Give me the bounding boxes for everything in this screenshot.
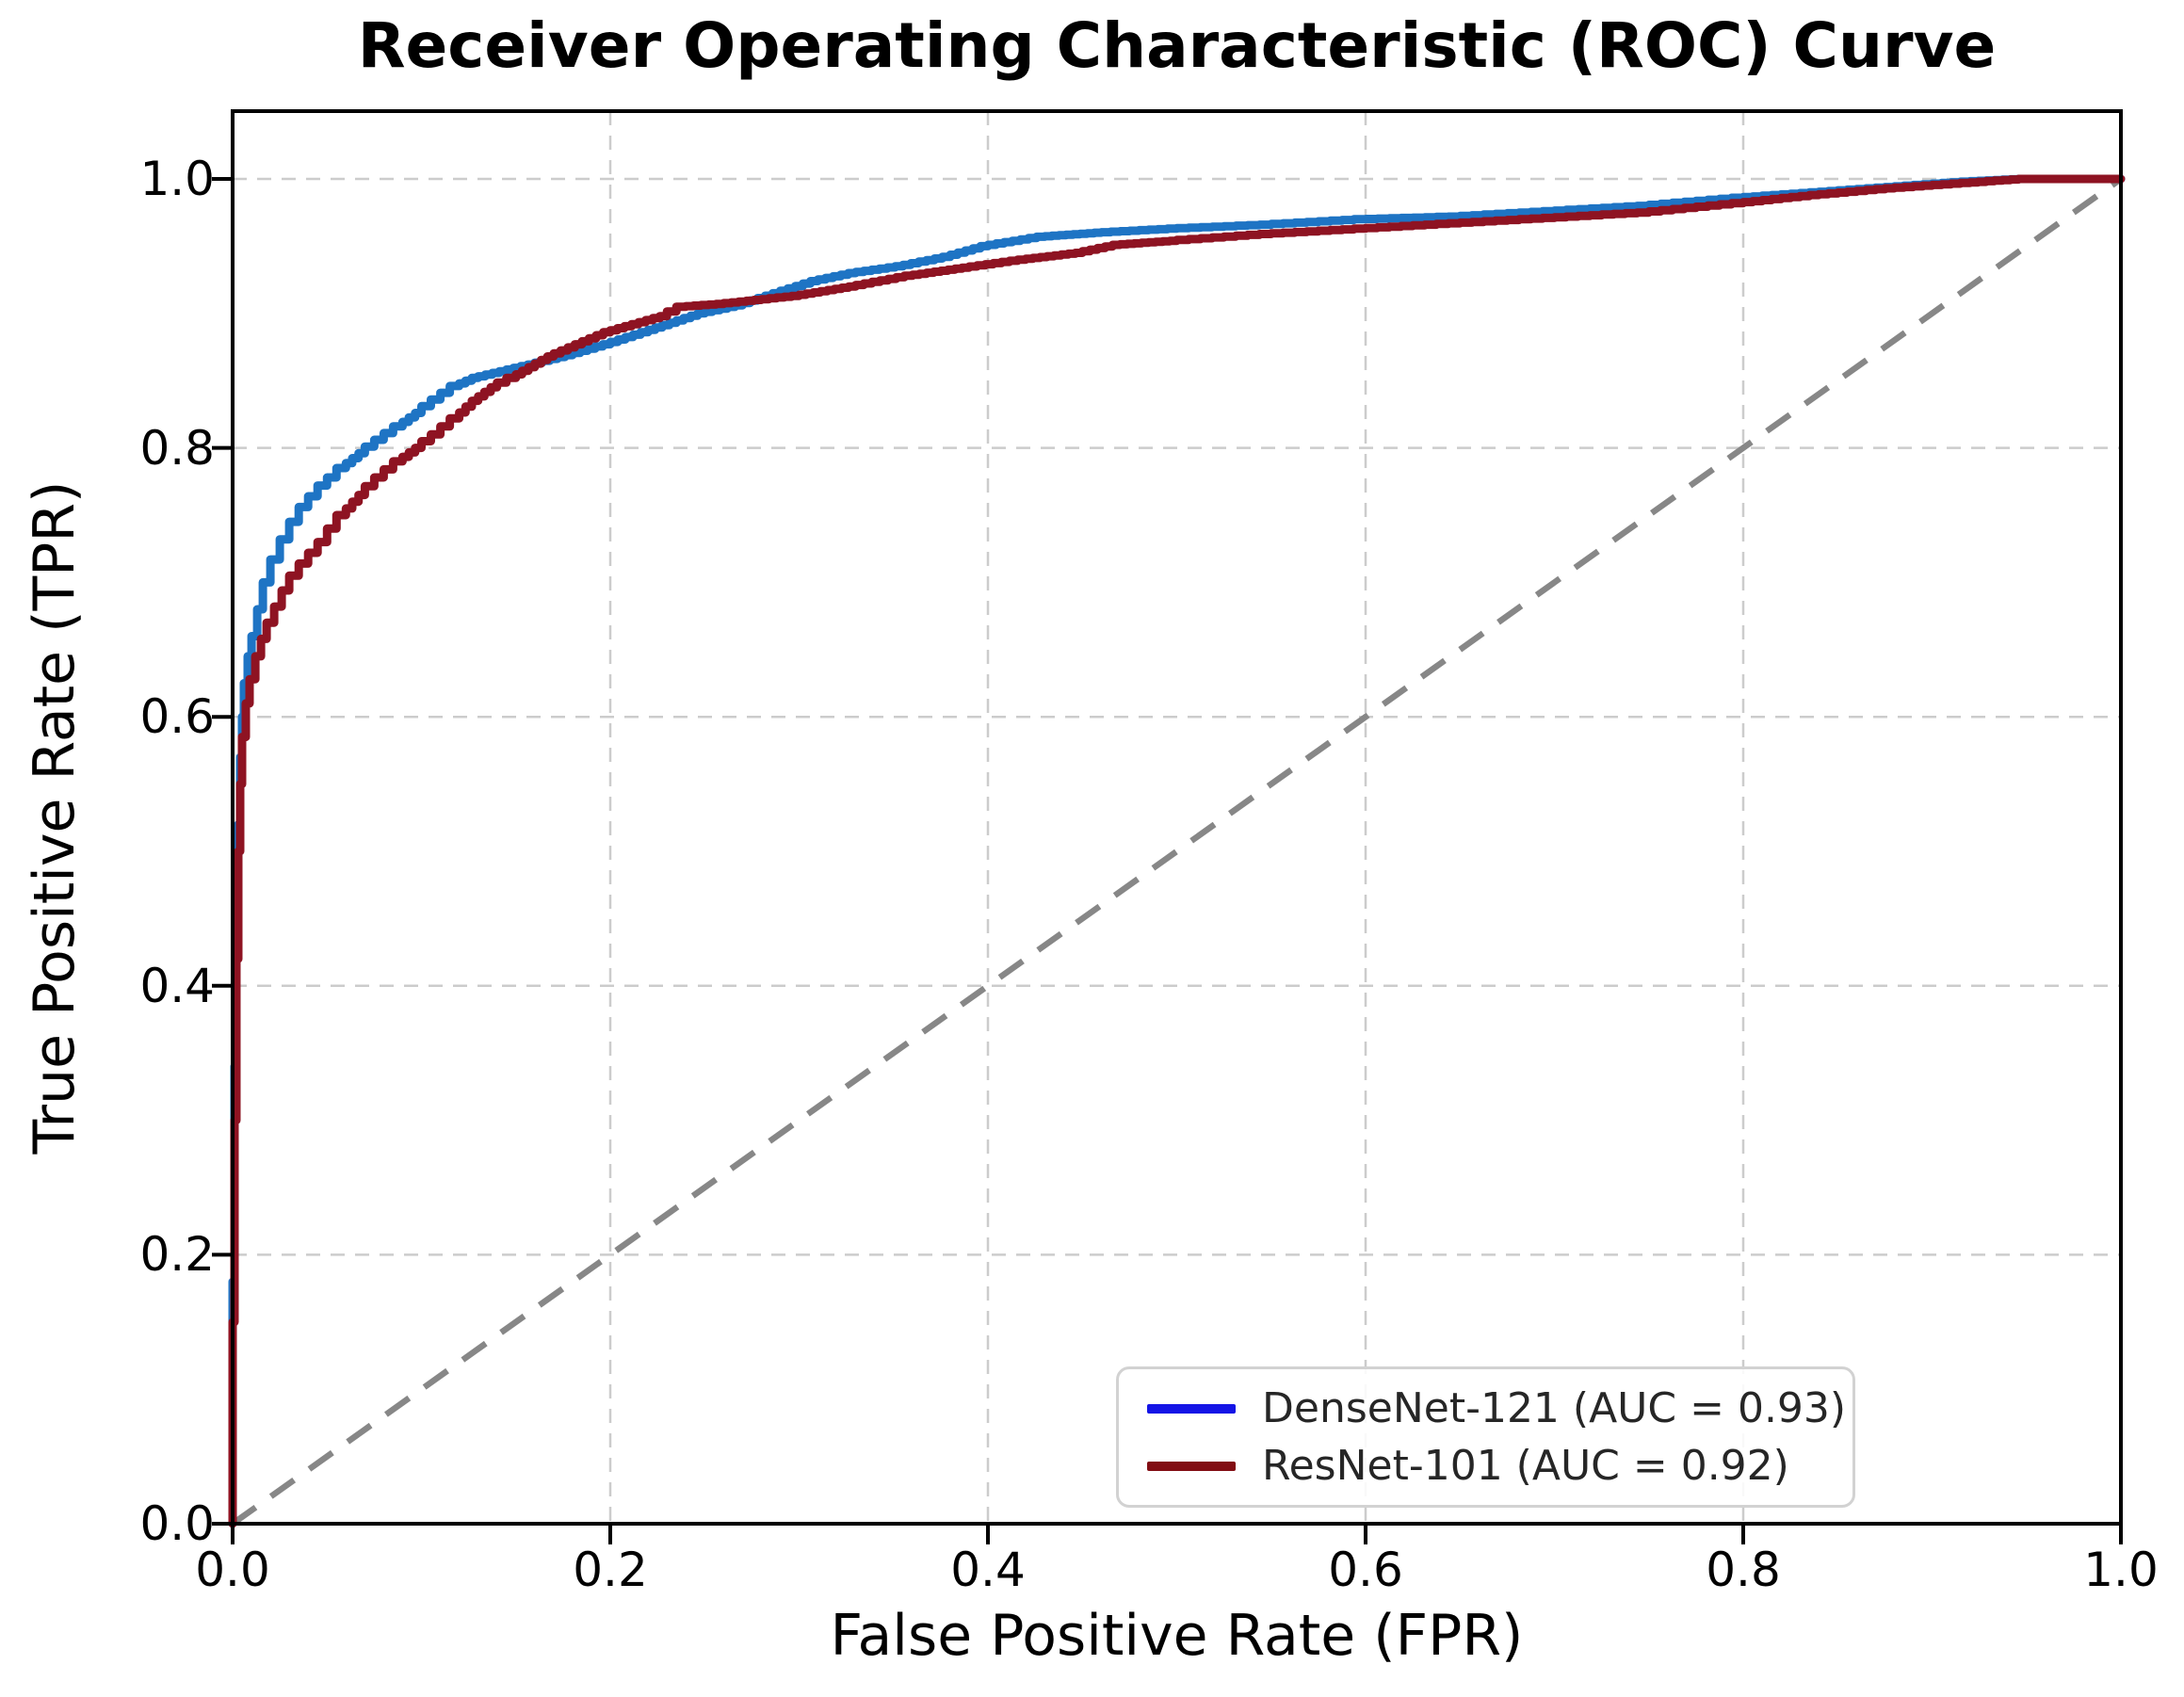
chart-title: Receiver Operating Characteristic (ROC) … (357, 9, 1997, 82)
densenet-roc-curve (228, 174, 2126, 1528)
roc-curves-layer (228, 174, 2126, 1528)
y-tick-label: 0.2 (139, 1227, 215, 1283)
y-tick-label: 0.8 (139, 420, 215, 476)
gridlines (233, 111, 2121, 1524)
resnet-roc-curve (228, 174, 2126, 1528)
x-tick-label: 0.0 (195, 1543, 270, 1597)
x-tick-label: 0.2 (573, 1543, 648, 1597)
x-tick-label: 0.8 (1706, 1543, 1781, 1597)
resnet-legend-line-icon (1147, 1461, 1236, 1471)
densenet-legend-line-icon (1147, 1403, 1236, 1414)
legend-item-resnet: ResNet-101 (AUC = 0.92) (1147, 1442, 1852, 1490)
axes-spines (231, 109, 2123, 1526)
y-tick-label: 0.6 (139, 689, 215, 745)
x-axis-label: False Positive Rate (FPR) (830, 1603, 1524, 1669)
x-tick-label: 0.4 (950, 1543, 1026, 1597)
legend: DenseNet-121 (AUC = 0.93) ResNet-101 (AU… (1116, 1366, 1855, 1508)
x-tick-label: 0.6 (1328, 1543, 1403, 1597)
tick-marks (212, 177, 2123, 1544)
legend-item-densenet: DenseNet-121 (AUC = 0.93) (1147, 1384, 1852, 1432)
x-tick-label: 1.0 (2083, 1543, 2159, 1597)
densenet-legend-label: DenseNet-121 (AUC = 0.93) (1262, 1384, 1847, 1432)
y-tick-label: 1.0 (139, 152, 215, 206)
y-tick-label: 0.0 (139, 1496, 215, 1551)
resnet-legend-label: ResNet-101 (AUC = 0.92) (1262, 1442, 1789, 1490)
chance-diagonal-line (231, 176, 2123, 1527)
y-tick-label: 0.4 (139, 958, 215, 1013)
plot-border (231, 109, 2123, 1526)
chance-line-layer (231, 176, 2123, 1527)
